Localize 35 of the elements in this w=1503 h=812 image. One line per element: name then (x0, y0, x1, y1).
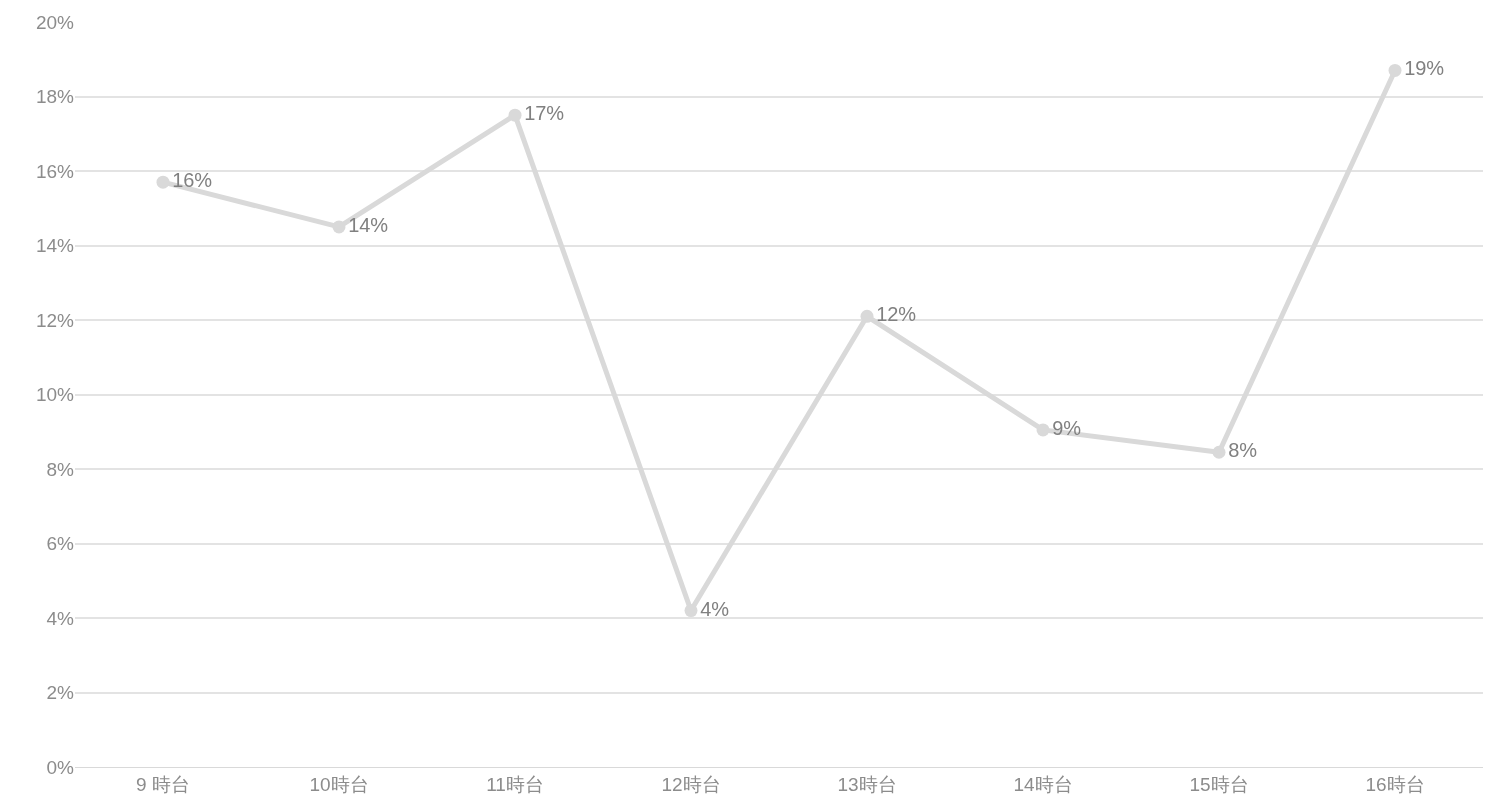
text: 16% (172, 169, 213, 192)
text: 17% (524, 102, 565, 125)
y-tick-label: 14% (35, 235, 75, 257)
y-tick-label: 18% (35, 86, 75, 108)
text: 14% (348, 213, 389, 236)
x-tick-label: 16時台 (1365, 773, 1425, 795)
text: 19% (1404, 57, 1445, 80)
text: 4% (700, 597, 730, 620)
y-tick-label: 20% (35, 11, 75, 33)
y-tick-label: 2% (46, 682, 75, 704)
point (1036, 423, 1050, 437)
y-tick-label: 8% (46, 458, 75, 480)
y-tick-label: 0% (46, 756, 75, 778)
x-tick-label: 9 時台 (136, 773, 190, 795)
y-tick-label: 4% (46, 607, 75, 629)
y-tick-label: 16% (35, 160, 75, 182)
x-tick-label: 15時台 (1189, 773, 1249, 795)
x-tick-label: 13時台 (837, 773, 897, 795)
text: 9% (1052, 416, 1082, 439)
point (508, 108, 522, 122)
x-tick-label: 10時台 (309, 773, 369, 795)
point (332, 220, 346, 234)
point (156, 175, 170, 189)
point (684, 604, 698, 618)
point (1212, 445, 1226, 459)
point (860, 309, 874, 323)
x-tick-label: 14時台 (1013, 773, 1073, 795)
y-tick-label: 12% (35, 309, 75, 331)
point (1388, 63, 1402, 77)
y-tick-label: 10% (35, 384, 75, 406)
text: 8% (1228, 439, 1258, 462)
x-tick-label: 11時台 (486, 773, 544, 795)
x-tick-label: 12時台 (661, 773, 721, 795)
y-tick-label: 6% (46, 533, 75, 555)
text: 12% (876, 303, 917, 326)
